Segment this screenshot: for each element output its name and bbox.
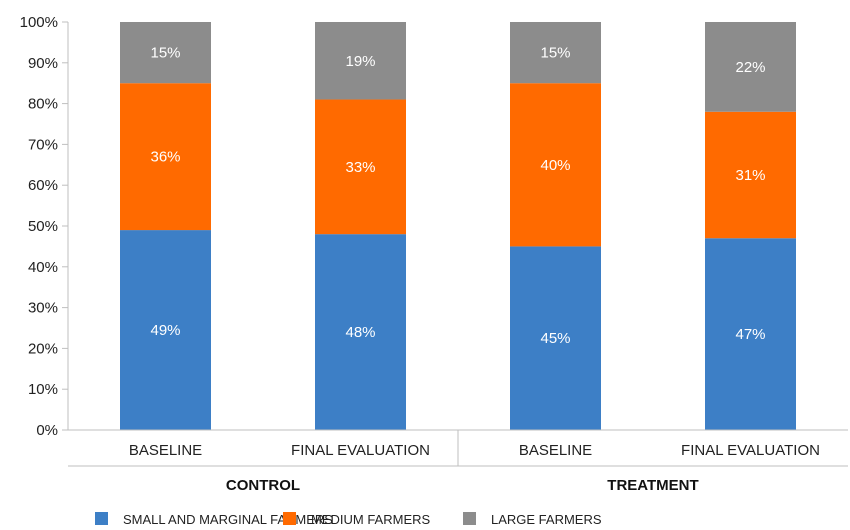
y-tick-label: 20% bbox=[28, 340, 58, 357]
data-label: 40% bbox=[540, 157, 570, 174]
legend-swatch bbox=[283, 512, 296, 525]
x-category-label: BASELINE bbox=[519, 442, 592, 459]
bar-segment bbox=[120, 83, 211, 231]
y-tick-label: 60% bbox=[28, 177, 58, 194]
x-category-label: FINAL EVALUATION bbox=[291, 442, 430, 459]
data-label: 48% bbox=[345, 324, 375, 341]
bar-segment bbox=[510, 83, 601, 247]
data-label: 33% bbox=[345, 159, 375, 176]
y-tick-label: 30% bbox=[28, 300, 58, 317]
x-axis: BASELINE FINAL EVALUATION BASELINE FINAL EV… bbox=[68, 429, 848, 494]
y-tick-label: 50% bbox=[28, 218, 58, 235]
data-label: 19% bbox=[345, 53, 375, 70]
data-label: 15% bbox=[150, 45, 180, 62]
legend-label: LARGE FARMERS bbox=[491, 512, 602, 527]
bar-segment bbox=[510, 246, 601, 430]
y-tick-label: 90% bbox=[28, 55, 58, 72]
group-label: CONTROL bbox=[226, 477, 300, 494]
bar-segment bbox=[510, 22, 601, 84]
x-category-label: FINAL EVALUATION bbox=[681, 442, 820, 459]
bar-segment bbox=[705, 111, 796, 239]
group-label: TREATMENT bbox=[607, 477, 698, 494]
legend-swatch bbox=[463, 512, 476, 525]
bar-segment bbox=[705, 22, 796, 112]
y-tick-label: 10% bbox=[28, 381, 58, 398]
y-tick-label: 100% bbox=[20, 14, 58, 31]
y-tick-label: 80% bbox=[28, 96, 58, 113]
data-label: 15% bbox=[540, 45, 570, 62]
legend-label: SMALL AND MARGINAL FARMERS bbox=[123, 512, 333, 527]
bars: 49% 36% 15% 48% 33% 19% 45% 40% 15% 47% 31% 22% bbox=[120, 22, 796, 430]
bar-segment bbox=[315, 99, 406, 235]
legend-swatch bbox=[95, 512, 108, 525]
data-label: 45% bbox=[540, 330, 570, 347]
data-label: 49% bbox=[150, 322, 180, 339]
bar-segment bbox=[315, 234, 406, 430]
data-label: 36% bbox=[150, 149, 180, 166]
data-label: 47% bbox=[735, 326, 765, 343]
data-label: 31% bbox=[735, 167, 765, 184]
x-category-label: BASELINE bbox=[129, 442, 202, 459]
bar-segment bbox=[315, 22, 406, 100]
bar-segment bbox=[705, 238, 796, 430]
legend-label: MEDIUM FARMERS bbox=[311, 512, 431, 527]
y-tick-label: 70% bbox=[28, 136, 58, 153]
bar-segment bbox=[120, 22, 211, 84]
y-tick-label: 40% bbox=[28, 259, 58, 276]
y-axis: 0% 10% 20% 30% 40% 50% 60% 70% 80% 90% 100% bbox=[20, 14, 69, 439]
y-tick-label: 0% bbox=[36, 422, 58, 439]
bar-segment bbox=[120, 230, 211, 430]
data-label: 22% bbox=[735, 59, 765, 76]
